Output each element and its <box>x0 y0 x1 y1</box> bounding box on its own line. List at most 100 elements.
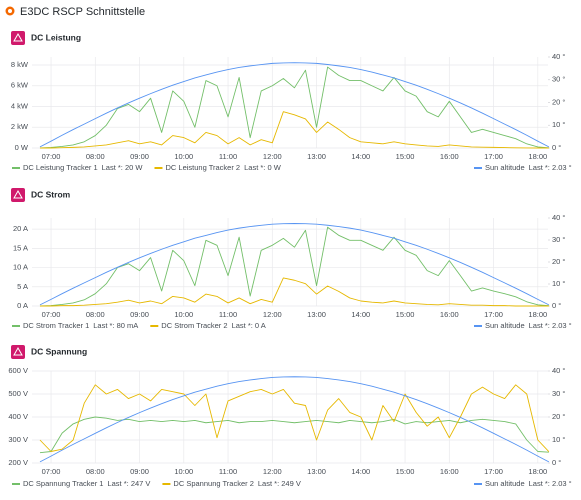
legend-last: Last *: 2.03 ° <box>529 321 572 330</box>
y2-tick-label: 10 ° <box>552 435 565 444</box>
y-tick-label: 300 V <box>8 435 28 444</box>
series-line <box>39 384 550 453</box>
x-tick-label: 14:00 <box>351 152 370 161</box>
y-tick-label: 0 W <box>15 143 29 152</box>
legend-swatch <box>162 483 171 485</box>
legend-item: DC Spannung Tracker 1 Last *: 247 V <box>12 479 150 488</box>
legend-item: DC Leistung Tracker 1 Last *: 20 W <box>12 163 143 172</box>
x-tick-label: 17:00 <box>484 467 503 476</box>
y2-tick-label: 40 ° <box>552 213 565 222</box>
y-tick-label: 5 A <box>17 282 28 291</box>
y2-tick-label: 10 ° <box>552 279 565 288</box>
series-line <box>39 376 550 463</box>
legend-name: Sun altitude <box>485 321 525 330</box>
legend-last: Last *: 2.03 ° <box>529 163 572 172</box>
panel-title: DC Strom <box>31 189 71 199</box>
x-tick-label: 13:00 <box>307 467 326 476</box>
series-line <box>39 416 549 454</box>
x-tick-label: 16:00 <box>440 467 459 476</box>
x-tick-label: 11:00 <box>219 310 237 319</box>
x-tick-label: 12:00 <box>263 152 282 161</box>
legend-swatch <box>474 325 482 327</box>
x-tick-label: 07:00 <box>42 152 61 161</box>
y-tick-label: 400 V <box>8 412 28 421</box>
series-line <box>39 62 550 148</box>
legend-name: DC Spannung Tracker 2 <box>173 479 253 488</box>
y-tick-label: 600 V <box>8 366 28 375</box>
legend-swatch <box>474 167 482 169</box>
legend-swatch <box>150 325 159 327</box>
warning-icon <box>13 189 23 199</box>
x-tick-label: 15:00 <box>396 152 415 161</box>
y2-tick-label: 20 ° <box>552 412 565 421</box>
x-tick-label: 09:00 <box>130 152 149 161</box>
y2-tick-label: 30 ° <box>552 75 565 84</box>
x-tick-label: 12:00 <box>263 467 282 476</box>
x-tick-label: 18:00 <box>528 310 547 319</box>
legend-item: Sun altitude Last *: 2.03 ° <box>474 321 572 330</box>
y2-tick-label: 40 ° <box>552 366 565 375</box>
x-tick-label: 14:00 <box>351 467 370 476</box>
y2-tick-label: 0 ° <box>552 301 561 310</box>
y-tick-label: 20 A <box>13 224 28 233</box>
x-tick-label: 10:00 <box>174 152 193 161</box>
dashboard-title: E3DC RSCP Schnittstelle <box>20 6 145 18</box>
series-line <box>39 66 549 149</box>
x-tick-label: 15:00 <box>396 467 415 476</box>
x-tick-label: 13:00 <box>307 152 326 161</box>
legend-last: Last *: 247 V <box>107 479 150 488</box>
x-tick-label: 18:00 <box>528 152 547 161</box>
legend-last: Last *: 80 mA <box>93 321 138 330</box>
y2-tick-label: 30 ° <box>552 389 565 398</box>
x-tick-label: 14:00 <box>351 310 370 319</box>
x-tick-label: 17:00 <box>484 310 503 319</box>
y-tick-label: 0 A <box>17 301 28 310</box>
y-tick-label: 10 A <box>13 263 28 272</box>
y2-tick-label: 0 ° <box>552 458 561 467</box>
y2-tick-label: 10 ° <box>552 120 565 129</box>
x-tick-label: 16:00 <box>440 152 459 161</box>
y-tick-label: 2 kW <box>11 122 29 131</box>
legend-name: DC Strom Tracker 2 <box>161 321 227 330</box>
legend-swatch <box>474 483 482 485</box>
y-tick-label: 6 kW <box>11 81 29 90</box>
legend-name: DC Leistung Tracker 2 <box>165 163 240 172</box>
legend-name: DC Spannung Tracker 1 <box>23 479 103 488</box>
legend-item: DC Spannung Tracker 2 Last *: 249 V <box>162 479 301 488</box>
series-line <box>39 226 549 307</box>
x-tick-label: 10:00 <box>174 310 193 319</box>
x-tick-label: 10:00 <box>174 467 193 476</box>
legend-last: Last *: 249 V <box>258 479 301 488</box>
series-line <box>39 277 549 307</box>
x-tick-label: 07:00 <box>42 467 61 476</box>
x-tick-label: 18:00 <box>528 467 547 476</box>
x-tick-label: 17:00 <box>484 152 503 161</box>
legend-last: Last *: 0 A <box>232 321 266 330</box>
y2-tick-label: 20 ° <box>552 97 565 106</box>
legend-item: DC Leistung Tracker 2 Last *: 0 W <box>154 163 282 172</box>
legend-swatch <box>154 167 163 169</box>
legend-last: Last *: 2.03 ° <box>529 479 572 488</box>
y-tick-label: 500 V <box>8 389 28 398</box>
warning-icon <box>13 346 23 356</box>
legend-item: Sun altitude Last *: 2.03 ° <box>474 479 572 488</box>
legend-item: DC Strom Tracker 2 Last *: 0 A <box>150 321 266 330</box>
x-tick-label: 11:00 <box>219 152 237 161</box>
legend-swatch <box>12 167 20 169</box>
series-line <box>39 223 550 306</box>
y-tick-label: 4 kW <box>11 101 29 110</box>
x-tick-label: 15:00 <box>396 310 415 319</box>
panel-title: DC Spannung <box>31 346 87 356</box>
y-tick-label: 15 A <box>13 243 28 252</box>
legend-item: Sun altitude Last *: 2.03 ° <box>474 163 572 172</box>
legend-name: DC Leistung Tracker 1 <box>23 163 98 172</box>
y-tick-label: 8 kW <box>11 60 29 69</box>
x-tick-label: 09:00 <box>130 467 149 476</box>
legend-last: Last *: 0 W <box>244 163 282 172</box>
x-tick-label: 08:00 <box>86 467 105 476</box>
legend-swatch <box>12 483 20 485</box>
legend-name: Sun altitude <box>485 163 525 172</box>
y2-tick-label: 30 ° <box>552 235 565 244</box>
x-tick-label: 09:00 <box>130 310 149 319</box>
